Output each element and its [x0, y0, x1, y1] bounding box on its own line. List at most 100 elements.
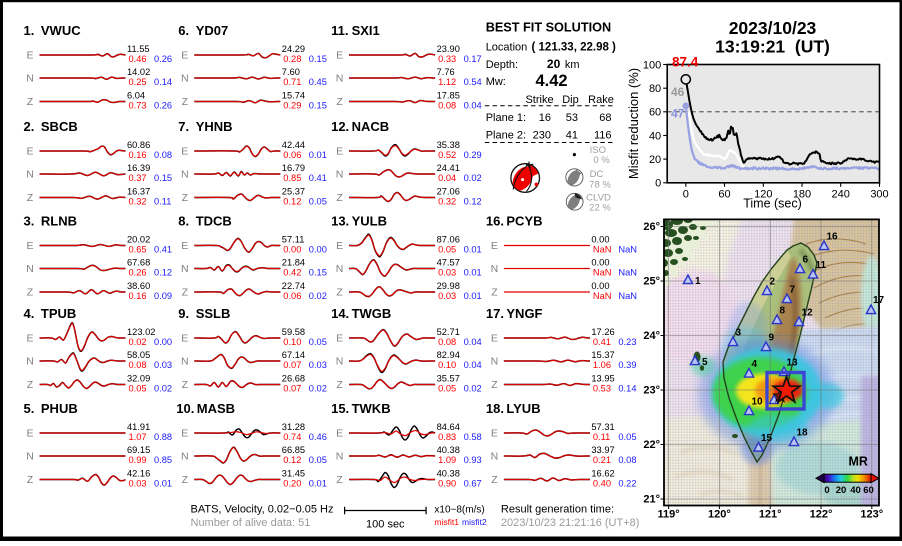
svg-text:0: 0: [824, 485, 829, 496]
svg-text:82.94: 82.94: [437, 350, 460, 360]
svg-text:87.06: 87.06: [437, 235, 460, 245]
svg-text:41.91: 41.91: [127, 422, 150, 432]
svg-text:Z: Z: [182, 474, 189, 486]
svg-text:0.99: 0.99: [129, 455, 147, 465]
svg-text:0.21: 0.21: [593, 455, 611, 465]
svg-text:0.28: 0.28: [283, 54, 301, 64]
svg-text:Time (sec): Time (sec): [743, 197, 802, 211]
svg-text:Number of alive data: 51: Number of alive data: 51: [191, 517, 311, 529]
svg-text:0.45: 0.45: [309, 77, 327, 87]
svg-text:230: 230: [533, 130, 551, 142]
svg-text:N: N: [336, 263, 344, 275]
svg-text:Z: Z: [27, 287, 34, 299]
svg-text:YULB: YULB: [352, 214, 387, 229]
svg-text:PHUB: PHUB: [41, 401, 78, 416]
svg-text:80: 80: [649, 83, 661, 95]
svg-text:40.38: 40.38: [437, 469, 460, 479]
svg-text:0.00: 0.00: [591, 281, 609, 291]
svg-text:0.88: 0.88: [154, 432, 172, 442]
svg-text:1.09: 1.09: [438, 455, 456, 465]
svg-text:SXI1: SXI1: [352, 23, 380, 38]
svg-text:25.37: 25.37: [282, 187, 305, 197]
svg-text:29.98: 29.98: [437, 281, 460, 291]
svg-text:YD07: YD07: [196, 23, 229, 38]
svg-text:0.33: 0.33: [438, 54, 456, 64]
svg-text:0.23: 0.23: [618, 337, 636, 347]
svg-text:0.26: 0.26: [154, 54, 172, 64]
svg-text:0.05: 0.05: [438, 244, 456, 254]
svg-text:E: E: [491, 333, 498, 345]
svg-text:0.53: 0.53: [593, 383, 611, 393]
svg-text:0.08: 0.08: [154, 150, 172, 160]
svg-text:0.85: 0.85: [154, 455, 172, 465]
svg-text:42.44: 42.44: [282, 140, 305, 150]
svg-text:0.15: 0.15: [309, 267, 327, 277]
svg-text:E: E: [491, 240, 498, 252]
svg-text:N: N: [181, 263, 189, 275]
svg-text:40: 40: [649, 130, 661, 142]
svg-text:Z: Z: [491, 287, 498, 299]
svg-text:Z: Z: [27, 379, 34, 391]
svg-text:1.07: 1.07: [129, 432, 147, 442]
svg-text:E: E: [491, 428, 498, 440]
svg-text:Plane 1:: Plane 1:: [486, 112, 526, 124]
svg-text:0.02: 0.02: [309, 383, 327, 393]
svg-text:2023/10/23 21:21:16 (UT+8): 2023/10/23 21:21:16 (UT+8): [501, 517, 640, 529]
svg-text:8: 8: [780, 306, 786, 317]
svg-text:N: N: [26, 263, 34, 275]
svg-text:7.60: 7.60: [282, 67, 300, 77]
svg-text:46: 46: [671, 85, 685, 99]
svg-text:Z: Z: [182, 96, 189, 108]
svg-text:22°: 22°: [643, 439, 660, 451]
svg-text:23.90: 23.90: [437, 44, 460, 54]
svg-text:22 %: 22 %: [589, 203, 611, 214]
svg-text:0.03: 0.03: [129, 478, 147, 488]
svg-text:12.: 12.: [331, 119, 349, 134]
svg-text:21.84: 21.84: [282, 258, 305, 268]
svg-text:0.16: 0.16: [129, 291, 147, 301]
svg-text:Z: Z: [27, 96, 34, 108]
svg-text:E: E: [26, 333, 33, 345]
svg-text:20: 20: [649, 154, 661, 166]
svg-text:Rake: Rake: [588, 94, 614, 106]
svg-text:0.00: 0.00: [154, 337, 172, 347]
svg-text:0.08: 0.08: [438, 337, 456, 347]
svg-text:59.58: 59.58: [282, 327, 305, 337]
svg-text:0.03: 0.03: [438, 291, 456, 301]
svg-text:VWUC: VWUC: [41, 23, 81, 38]
svg-text:NACB: NACB: [352, 119, 390, 134]
svg-text:Z: Z: [182, 287, 189, 299]
svg-text:PCYB: PCYB: [506, 214, 542, 229]
svg-text:24°: 24°: [643, 330, 660, 342]
svg-text:119°: 119°: [658, 509, 680, 521]
svg-text:E: E: [181, 428, 188, 440]
svg-text:0.41: 0.41: [154, 244, 172, 254]
svg-text:E: E: [181, 146, 188, 158]
svg-text:0.10: 0.10: [438, 360, 456, 370]
svg-text:1.12: 1.12: [438, 77, 456, 87]
svg-text:0.12: 0.12: [154, 267, 172, 277]
svg-text:123.02: 123.02: [127, 327, 155, 337]
svg-text:0.58: 0.58: [464, 432, 482, 442]
svg-text:N: N: [26, 451, 34, 463]
svg-text:6: 6: [803, 255, 809, 266]
svg-text:N: N: [26, 356, 34, 368]
svg-text:0.02: 0.02: [464, 383, 482, 393]
svg-text:69.15: 69.15: [127, 445, 150, 455]
svg-text:38.60: 38.60: [127, 281, 150, 291]
svg-text:16: 16: [539, 112, 551, 124]
svg-text:26°: 26°: [643, 221, 660, 233]
svg-text:0.11: 0.11: [154, 196, 171, 206]
svg-text:0: 0: [655, 178, 661, 190]
svg-text:0.05: 0.05: [309, 196, 327, 206]
svg-text:RLNB: RLNB: [41, 214, 77, 229]
svg-text:25°: 25°: [643, 276, 660, 288]
svg-text:N: N: [181, 356, 189, 368]
svg-text:N: N: [26, 73, 34, 85]
svg-text:24.29: 24.29: [282, 44, 305, 54]
svg-text:17.26: 17.26: [591, 327, 614, 337]
svg-text:67.14: 67.14: [282, 350, 305, 360]
svg-text:E: E: [336, 50, 343, 62]
svg-text:0.04: 0.04: [438, 173, 456, 183]
svg-text:0.03: 0.03: [438, 267, 456, 277]
